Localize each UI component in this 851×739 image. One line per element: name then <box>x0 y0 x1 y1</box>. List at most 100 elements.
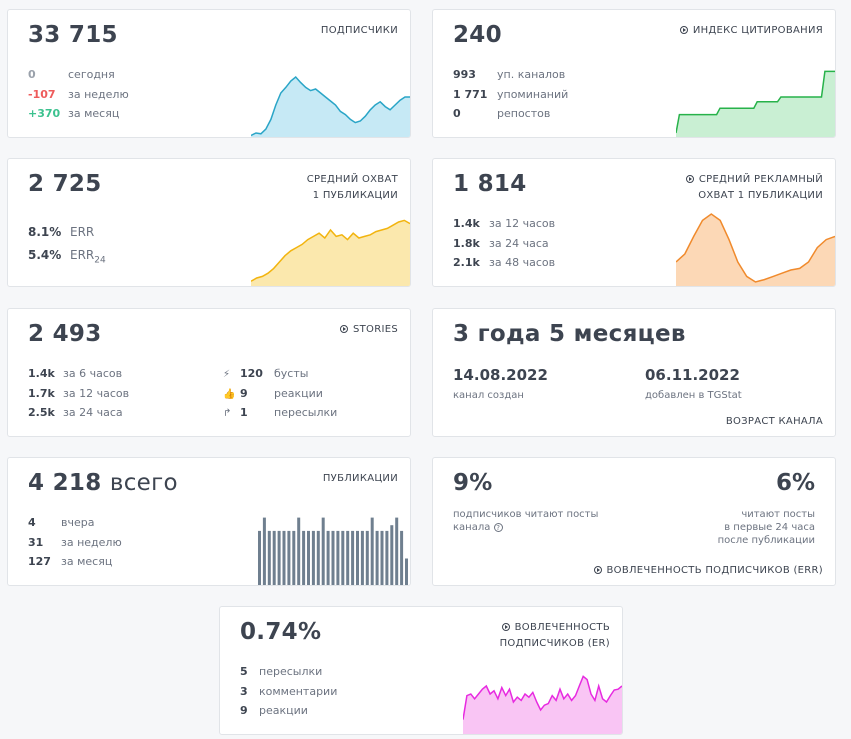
publication-bar <box>375 530 379 585</box>
publication-bar <box>360 530 364 585</box>
stat-row: 3 комментарии <box>240 684 338 698</box>
publications-stats: 4 вчера 31 за неделю 127 за месяц <box>28 513 122 572</box>
stat-row: 2.1k за 48 часов <box>453 256 556 269</box>
citation-index-value: 240 <box>453 22 502 48</box>
publication-bar <box>365 530 369 585</box>
er-stats: 5 пересылки 3 комментарии 9 реакции <box>240 662 337 721</box>
stat-row: 31 за неделю <box>28 535 122 549</box>
err-left-text: подписчиков читают посты канала ? <box>453 509 599 533</box>
bolt-icon: ⚡ <box>223 369 231 380</box>
citation-sparkline <box>676 70 835 137</box>
publication-bar <box>326 530 330 585</box>
publication-bar <box>267 530 271 585</box>
publications-card[interactable]: 4 218 всего ПУБЛИКАЦИИ 4 вчера 31 за недел… <box>7 457 411 586</box>
stat-row: 993 уп. каналов <box>453 68 566 81</box>
stat-row: -107 за неделю <box>28 87 129 101</box>
sparkline-line <box>251 75 410 137</box>
publication-bar <box>297 517 301 585</box>
er-card[interactable]: 0.74% ВОВЛЕЧЕННОСТЬ ПОДПИСЧИКОВ (ER) 5 пер… <box>219 606 623 735</box>
added-label: добавлен в TGStat <box>645 390 742 401</box>
publication-bar <box>336 530 340 585</box>
stat-row: 0 репостов <box>453 107 551 120</box>
stat-row: 9 реакции <box>240 704 308 717</box>
ad-reach-value: 1 814 <box>453 171 527 197</box>
info-icon[interactable] <box>685 175 694 183</box>
publication-bar <box>351 530 355 585</box>
stories-value: 2 493 <box>28 321 102 347</box>
publications-bar-chart <box>258 517 408 585</box>
publication-bar <box>341 530 345 585</box>
stories-label[interactable]: STORIES <box>340 322 398 338</box>
publication-bar <box>370 517 374 585</box>
stat-row: 👍 9 реакции <box>223 384 337 404</box>
publication-bar <box>316 530 320 585</box>
publication-bar <box>277 530 281 585</box>
stat-row: ↱ 1 пересылки <box>223 403 337 423</box>
citation-index-label[interactable]: ИНДЕКС ЦИТИРОВАНИЯ <box>679 23 823 39</box>
channel-age-value: 3 года 5 месяцев <box>453 321 686 347</box>
subscribers-count: 33 715 <box>28 22 118 48</box>
publication-bar <box>346 530 350 585</box>
publication-bar <box>385 530 389 585</box>
publication-bar <box>287 530 291 585</box>
publication-bar <box>380 530 384 585</box>
info-icon[interactable] <box>501 623 510 631</box>
subscribers-stats: 0 сегодня -107 за неделю +370 за месяц <box>28 65 129 124</box>
publication-bar <box>395 517 399 585</box>
er-value: 0.74% <box>240 619 322 645</box>
stat-row: 1.4k за 6 часов <box>28 367 123 380</box>
citation-stats: 993 уп. каналов 1 771 упоминаний 0 репостов <box>453 65 568 124</box>
subscribers-card[interactable]: 33 715 ПОДПИСЧИКИ 0 сегодня -107 за неделю… <box>7 9 411 138</box>
stat-row: 1.8k за 24 часа <box>453 236 549 250</box>
stat-row: 5.4% ERR24 <box>28 248 106 266</box>
stat-row: 8.1% ERR <box>28 225 95 239</box>
stories-engagement: ⚡ 120 бусты 👍 9 реакции ↱ 1 пересылки <box>223 364 337 423</box>
ad-reach-card[interactable]: 1 814 СРЕДНИЙ РЕКЛАМНЫЙ ОХВАТ 1 ПУБЛИКАЦИ… <box>432 158 836 287</box>
er-sparkline <box>463 675 622 734</box>
help-icon[interactable]: ? <box>493 523 503 532</box>
average-reach-label[interactable]: СРЕДНИЙ ОХВАТ 1 ПУБЛИКАЦИИ <box>306 174 398 201</box>
citation-index-card[interactable]: 240 ИНДЕКС ЦИТИРОВАНИЯ 993 уп. каналов 1 … <box>432 9 836 138</box>
sparkline-line <box>676 213 835 283</box>
subscribers-sparkline <box>251 75 410 137</box>
err-card[interactable]: 9% подписчиков читают посты канала ? 6% … <box>432 457 836 586</box>
publications-label[interactable]: ПУБЛИКАЦИИ <box>322 473 398 484</box>
stat-row: 1.4k за 12 часов <box>453 217 556 230</box>
err-label[interactable]: ВОВЛЕЧЕННОСТЬ ПОДПИСЧИКОВ (ERR) <box>593 563 824 579</box>
subscribers-label[interactable]: ПОДПИСЧИКИ <box>320 25 398 36</box>
publication-bar <box>356 530 359 585</box>
stat-row: +370 за месяц <box>28 107 120 120</box>
channel-age-label[interactable]: ВОЗРАСТ КАНАЛА <box>725 416 823 427</box>
publication-bar <box>272 530 276 585</box>
stories-card[interactable]: 2 493 STORIES 1.4k за 6 часов 1.7k за 12 ч… <box>7 308 411 437</box>
publication-bar <box>302 530 306 585</box>
average-reach-sparkline <box>251 219 410 286</box>
publication-bar <box>311 530 315 585</box>
sparkline-area <box>676 71 835 137</box>
stat-row: 127 за месяц <box>28 555 113 568</box>
err-stats: 8.1% ERR 5.4% ERR24 <box>28 221 106 267</box>
thumbs-up-icon: 👍 <box>223 388 236 400</box>
created-label: канал создан <box>453 390 524 401</box>
err-right-text: читают посты в первые 24 часа после публ… <box>717 509 815 546</box>
stories-stats: 1.4k за 6 часов 1.7k за 12 часов 2.5k за 24… <box>28 364 129 423</box>
sparkline-line <box>676 70 835 134</box>
err-right-value: 6% <box>775 470 815 496</box>
channel-age-card[interactable]: 3 года 5 месяцев 14.08.2022 канал создан… <box>432 308 836 437</box>
publication-bar <box>282 530 286 585</box>
forward-icon: ↱ <box>223 408 232 419</box>
info-icon[interactable] <box>340 325 348 333</box>
er-label[interactable]: ВОВЛЕЧЕННОСТЬ ПОДПИСЧИКОВ (ER) <box>499 622 610 649</box>
publications-value: 4 218 всего <box>28 470 178 496</box>
publication-bar <box>307 530 310 585</box>
ad-reach-label[interactable]: СРЕДНИЙ РЕКЛАМНЫЙ ОХВАТ 1 ПУБЛИКАЦИИ <box>685 172 823 204</box>
info-icon[interactable] <box>679 26 688 34</box>
info-icon[interactable] <box>593 566 602 574</box>
sparkline-area <box>676 214 835 286</box>
stat-row: 1.7k за 12 часов <box>28 386 130 400</box>
ad-reach-stats: 1.4k за 12 часов 1.8k за 24 часа 2.1k за 48… <box>453 214 555 273</box>
added-date: 06.11.2022 <box>645 366 740 384</box>
average-reach-card[interactable]: 2 725 СРЕДНИЙ ОХВАТ 1 ПУБЛИКАЦИИ 8.1% ERR … <box>7 158 411 287</box>
stat-row: ⚡ 120 бусты <box>223 364 337 384</box>
publication-bar <box>390 525 394 585</box>
